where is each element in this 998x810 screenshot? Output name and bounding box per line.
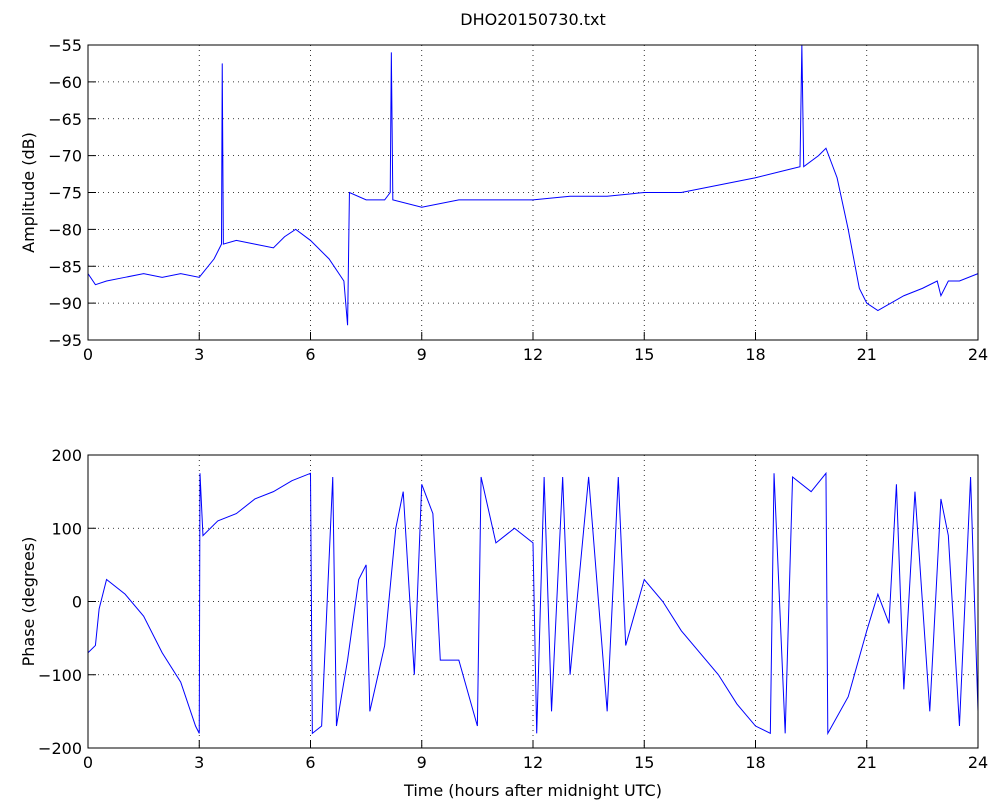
x-tick-label: 21 [857,345,877,364]
x-tick-label: 24 [968,345,988,364]
x-tick-label: 6 [305,753,315,772]
y-axis-label: Phase (degrees) [19,537,38,667]
x-tick-label: 15 [634,345,654,364]
y-tick-label: −70 [48,147,82,166]
x-tick-label: 15 [634,753,654,772]
y-tick-label: −55 [48,36,82,55]
x-tick-label: 21 [857,753,877,772]
y-tick-label: −80 [48,220,82,239]
x-tick-label: 18 [745,345,765,364]
x-tick-label: 12 [523,345,543,364]
x-tick-label: 24 [968,753,988,772]
x-tick-label: 9 [417,345,427,364]
x-tick-label: 0 [83,345,93,364]
data-line [87,44,979,326]
y-tick-label: −85 [48,257,82,276]
chart-title: DHO20150730.txt [460,10,605,29]
y-axis-label: Amplitude (dB) [19,132,38,253]
y-tick-label: −90 [48,294,82,313]
x-tick-label: 12 [523,753,543,772]
y-tick-label: −60 [48,73,82,92]
y-tick-label: 200 [51,446,82,465]
y-tick-label: −95 [48,331,82,350]
y-tick-label: 100 [51,519,82,538]
x-tick-label: 3 [194,753,204,772]
data-line [87,471,979,736]
x-axis-label: Time (hours after midnight UTC) [403,781,662,800]
y-tick-label: −75 [48,184,82,203]
y-tick-label: −65 [48,110,82,129]
x-tick-label: 18 [745,753,765,772]
axes-frame [87,44,979,341]
x-tick-label: 3 [194,345,204,364]
x-tick-label: 9 [417,753,427,772]
x-tick-label: 0 [83,753,93,772]
y-tick-label: −200 [38,739,82,758]
axes-frame [87,454,979,749]
x-tick-label: 6 [305,345,315,364]
y-tick-label: 0 [72,593,82,612]
y-tick-label: −100 [38,666,82,685]
